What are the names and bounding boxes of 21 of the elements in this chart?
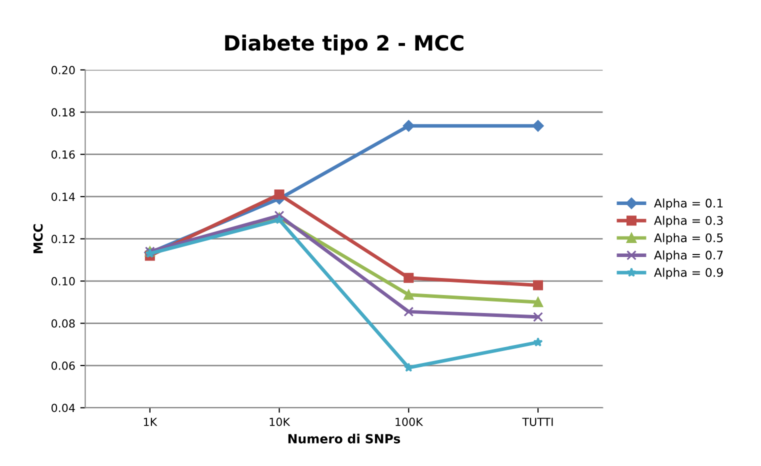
y-tick-label: 0.20 — [52, 66, 75, 74]
x-tick-label: 1K — [144, 418, 158, 426]
y-tick-label: 0.08 — [52, 319, 75, 328]
y-tick-label: 0.12 — [52, 234, 74, 244]
y-tick-label: 0.04 — [52, 404, 75, 412]
legend-label: Alpha = 0.7 — [654, 250, 723, 262]
legend-label: Alpha = 0.5 — [654, 233, 723, 245]
x-tick-label: TUTTI — [522, 418, 553, 426]
legend-label: Alpha = 0.3 — [654, 216, 723, 228]
x-tick-label: 10K — [270, 418, 290, 426]
x-tick-label: 100K — [396, 418, 424, 426]
x-axis-title: Numero di SNPs — [288, 434, 400, 444]
legend-label: Alpha = 0.1 — [654, 198, 723, 210]
chart-title: Diabete tipo 2 - MCC — [225, 34, 464, 55]
y-tick-label: 0.06 — [52, 361, 75, 370]
y-tick-label: 0.10 — [52, 277, 75, 286]
y-tick-label: 0.18 — [52, 108, 75, 117]
legend-label: Alpha = 0.9 — [654, 268, 723, 280]
y-axis-title: MCC — [33, 224, 43, 254]
y-tick-label: 0.16 — [52, 150, 75, 159]
y-tick-label: 0.14 — [52, 192, 75, 201]
